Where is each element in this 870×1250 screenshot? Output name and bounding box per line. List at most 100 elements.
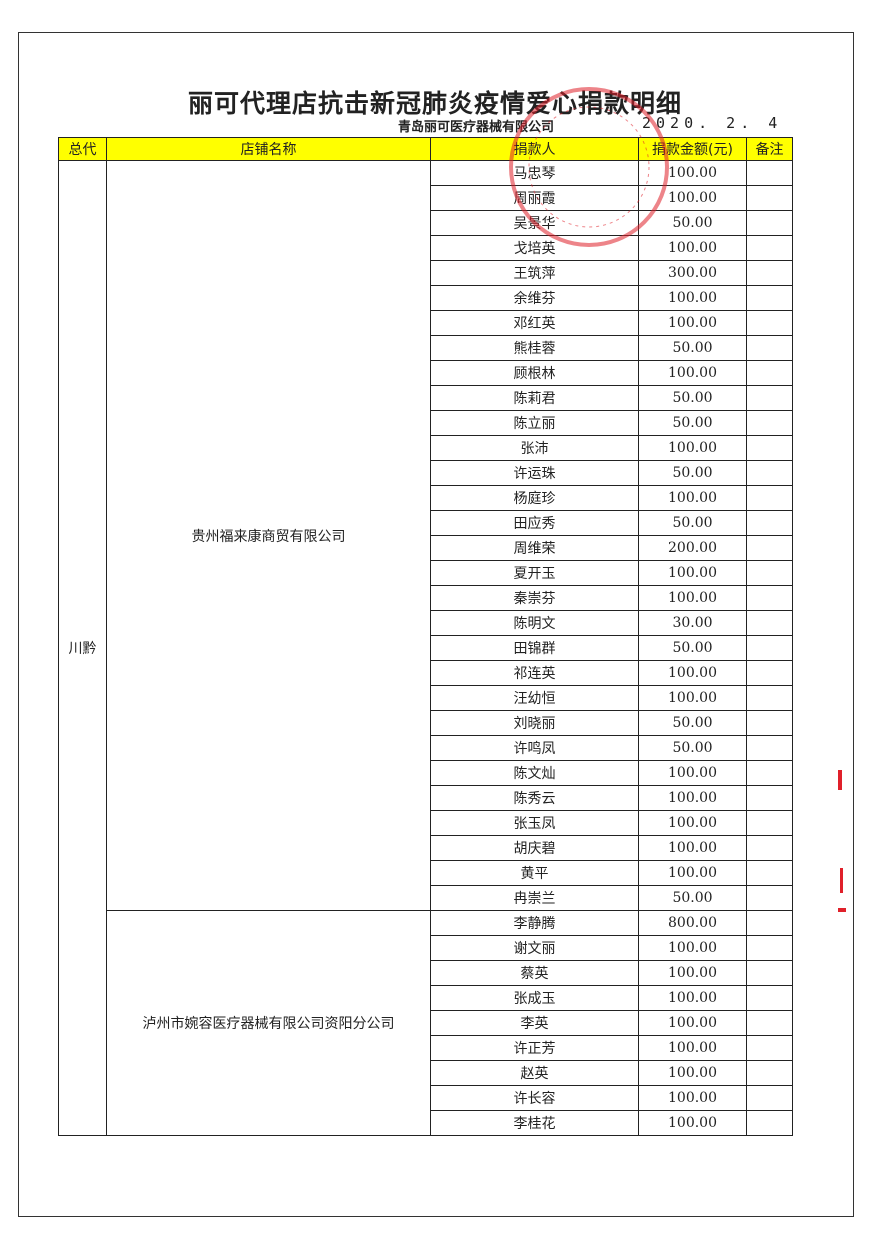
donor-name-cell: 张玉凤 bbox=[430, 810, 639, 836]
remark-cell bbox=[746, 1060, 793, 1086]
remark-cell bbox=[746, 335, 793, 361]
remark-cell bbox=[746, 160, 793, 186]
donor-name-cell: 黄平 bbox=[430, 860, 639, 886]
red-mark bbox=[840, 868, 843, 893]
donor-name-cell: 李桂花 bbox=[430, 1110, 639, 1136]
donor-name-cell: 陈莉君 bbox=[430, 385, 639, 411]
remark-cell bbox=[746, 310, 793, 336]
donor-name-cell: 李英 bbox=[430, 1010, 639, 1036]
remark-cell bbox=[746, 785, 793, 811]
table-row: 许长容 100.00 bbox=[59, 1085, 793, 1111]
remark-cell bbox=[746, 935, 793, 961]
donor-name-cell: 蔡英 bbox=[430, 960, 639, 986]
column-header-remark: 备注 bbox=[746, 137, 793, 161]
donor-name-cell: 余维芬 bbox=[430, 285, 639, 311]
amount-cell: 50.00 bbox=[638, 210, 747, 236]
remark-cell bbox=[746, 410, 793, 436]
amount-cell: 100.00 bbox=[638, 585, 747, 611]
remark-cell bbox=[746, 485, 793, 511]
amount-cell: 50.00 bbox=[638, 885, 747, 911]
remark-cell bbox=[746, 285, 793, 311]
donor-name-cell: 秦崇芬 bbox=[430, 585, 639, 611]
table-row: 田锦群 50.00 bbox=[59, 635, 793, 661]
table-row: 陈立丽 50.00 bbox=[59, 410, 793, 436]
document-date: 2020. 2. 4 bbox=[642, 114, 783, 132]
donor-name-cell: 张沛 bbox=[430, 435, 639, 461]
amount-cell: 50.00 bbox=[638, 735, 747, 761]
amount-cell: 100.00 bbox=[638, 285, 747, 311]
donor-name-cell: 王筑萍 bbox=[430, 260, 639, 286]
amount-cell: 100.00 bbox=[638, 160, 747, 186]
donor-name-cell: 邓红英 bbox=[430, 310, 639, 336]
donor-name-cell: 周丽霞 bbox=[430, 185, 639, 211]
amount-cell: 100.00 bbox=[638, 835, 747, 861]
amount-cell: 50.00 bbox=[638, 460, 747, 486]
donor-name-cell: 陈秀云 bbox=[430, 785, 639, 811]
remark-cell bbox=[746, 260, 793, 286]
donor-name-cell: 许鸣凤 bbox=[430, 735, 639, 761]
amount-cell: 100.00 bbox=[638, 960, 747, 986]
donor-name-cell: 陈明文 bbox=[430, 610, 639, 636]
amount-cell: 100.00 bbox=[638, 435, 747, 461]
remark-cell bbox=[746, 960, 793, 986]
donor-name-cell: 杨庭珍 bbox=[430, 485, 639, 511]
store-name-cell: 泸州市婉容医疗器械有限公司资阳分公司 bbox=[106, 910, 431, 1136]
donor-name-cell: 田锦群 bbox=[430, 635, 639, 661]
remark-cell bbox=[746, 510, 793, 536]
amount-cell: 50.00 bbox=[638, 510, 747, 536]
donor-name-cell: 谢文丽 bbox=[430, 935, 639, 961]
remark-cell bbox=[746, 910, 793, 936]
amount-cell: 100.00 bbox=[638, 360, 747, 386]
donor-name-cell: 田应秀 bbox=[430, 510, 639, 536]
donor-name-cell: 马忠琴 bbox=[430, 160, 639, 186]
remark-cell bbox=[746, 360, 793, 386]
table-row: 许鸣凤 50.00 bbox=[59, 735, 793, 761]
table-header: 总代 店铺名称 捐款人 捐款金额(元) 备注 bbox=[58, 137, 793, 161]
remark-cell bbox=[746, 660, 793, 686]
donor-name-cell: 夏开玉 bbox=[430, 560, 639, 586]
amount-cell: 50.00 bbox=[638, 635, 747, 661]
donor-name-cell: 李静腾 bbox=[430, 910, 639, 936]
table-row: 谢文丽 100.00 bbox=[59, 935, 793, 961]
donor-name-cell: 许长容 bbox=[430, 1085, 639, 1111]
page-border bbox=[18, 32, 854, 1217]
donor-name-cell: 周维荣 bbox=[430, 535, 639, 561]
remark-cell bbox=[746, 560, 793, 586]
remark-cell bbox=[746, 1085, 793, 1111]
amount-cell: 100.00 bbox=[638, 235, 747, 261]
donor-name-cell: 许正芳 bbox=[430, 1035, 639, 1061]
remark-cell bbox=[746, 685, 793, 711]
remark-cell bbox=[746, 1110, 793, 1136]
column-header-region: 总代 bbox=[58, 137, 107, 161]
amount-cell: 200.00 bbox=[638, 535, 747, 561]
amount-cell: 300.00 bbox=[638, 260, 747, 286]
remark-cell bbox=[746, 460, 793, 486]
amount-cell: 50.00 bbox=[638, 385, 747, 411]
donor-name-cell: 陈立丽 bbox=[430, 410, 639, 436]
remark-cell bbox=[746, 535, 793, 561]
amount-cell: 100.00 bbox=[638, 935, 747, 961]
donor-name-cell: 吴景华 bbox=[430, 210, 639, 236]
remark-cell bbox=[746, 1035, 793, 1061]
store-name-cell: 贵州福来康商贸有限公司 bbox=[106, 160, 431, 911]
table-row: 祁连英 100.00 bbox=[59, 660, 793, 686]
remark-cell bbox=[746, 635, 793, 661]
remark-cell bbox=[746, 860, 793, 886]
remark-cell bbox=[746, 810, 793, 836]
table-row: 张玉凤 100.00 bbox=[59, 810, 793, 836]
remark-cell bbox=[746, 760, 793, 786]
amount-cell: 100.00 bbox=[638, 785, 747, 811]
table-row: 陈秀云 100.00 bbox=[59, 785, 793, 811]
table-row: 李英 100.00 bbox=[59, 1010, 793, 1036]
column-header-store: 店铺名称 bbox=[106, 137, 431, 161]
amount-cell: 100.00 bbox=[638, 1060, 747, 1086]
amount-cell: 100.00 bbox=[638, 485, 747, 511]
table-row: 泸州市婉容医疗器械有限公司资阳分公司 李静腾 800.00 bbox=[59, 910, 793, 1136]
donor-name-cell: 冉崇兰 bbox=[430, 885, 639, 911]
table-row: 田应秀 50.00 bbox=[59, 510, 793, 536]
table-row: 秦崇芬 100.00 bbox=[59, 585, 793, 611]
remark-cell bbox=[746, 235, 793, 261]
table-row: 许运珠 50.00 bbox=[59, 460, 793, 486]
amount-cell: 100.00 bbox=[638, 1035, 747, 1061]
remark-cell bbox=[746, 585, 793, 611]
